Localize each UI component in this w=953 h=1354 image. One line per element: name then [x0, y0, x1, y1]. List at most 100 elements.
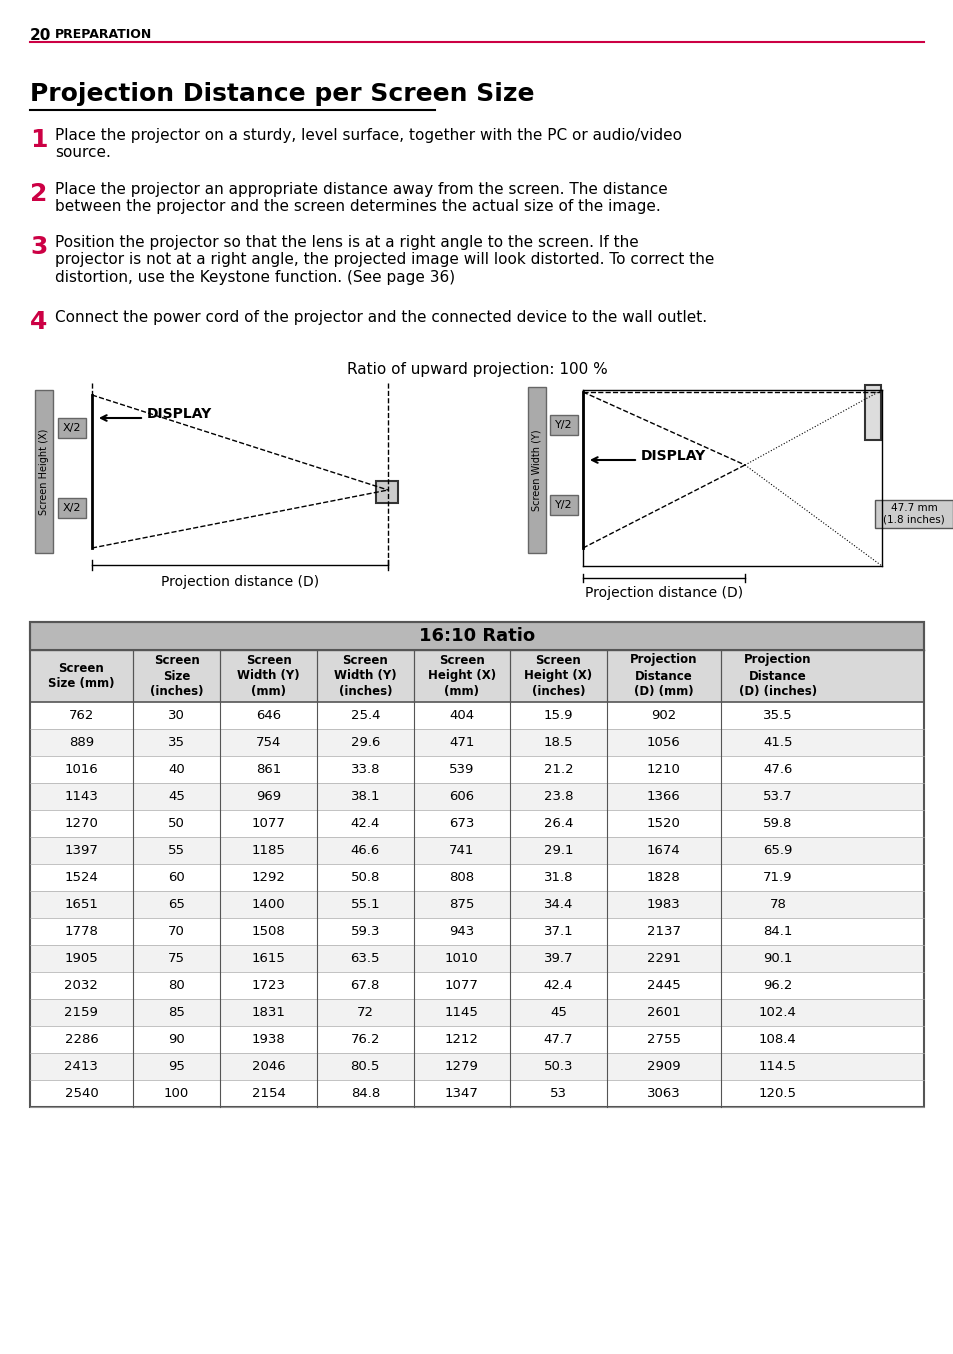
Text: 1143: 1143	[65, 789, 98, 803]
Text: 1508: 1508	[252, 925, 285, 938]
Text: 65: 65	[168, 898, 185, 911]
Text: Screen
Size (mm): Screen Size (mm)	[48, 662, 114, 691]
Text: 539: 539	[449, 764, 474, 776]
Text: 1077: 1077	[444, 979, 478, 992]
Text: 3063: 3063	[646, 1087, 680, 1099]
Text: 754: 754	[255, 737, 281, 749]
Text: 108.4: 108.4	[759, 1033, 796, 1047]
Bar	[550, 414, 578, 435]
Text: 673: 673	[449, 816, 474, 830]
Bar	[527, 387, 545, 552]
Bar	[30, 891, 923, 918]
Text: Projection
Distance
(D) (inches): Projection Distance (D) (inches)	[738, 654, 816, 699]
Bar	[30, 1026, 923, 1053]
Text: X/2: X/2	[63, 422, 81, 433]
Bar	[35, 390, 53, 552]
Bar	[30, 1080, 923, 1108]
Text: 40: 40	[168, 764, 185, 776]
Text: 23.8: 23.8	[543, 789, 573, 803]
Text: Place the projector on a sturdy, level surface, together with the PC or audio/vi: Place the projector on a sturdy, level s…	[55, 129, 681, 160]
Text: Position the projector so that the lens is at a right angle to the screen. If th: Position the projector so that the lens …	[55, 236, 714, 284]
Text: 29.1: 29.1	[543, 844, 573, 857]
Text: 1983: 1983	[646, 898, 680, 911]
Bar	[30, 999, 923, 1026]
Text: 31.8: 31.8	[543, 871, 573, 884]
Text: 2154: 2154	[252, 1087, 285, 1099]
Bar	[30, 945, 923, 972]
Text: Screen
Width (Y)
(mm): Screen Width (Y) (mm)	[237, 654, 299, 699]
Text: 45: 45	[168, 789, 185, 803]
Text: 1397: 1397	[65, 844, 98, 857]
Text: 16:10 Ratio: 16:10 Ratio	[418, 627, 535, 645]
Text: DISPLAY: DISPLAY	[147, 408, 212, 421]
Text: 95: 95	[168, 1060, 185, 1072]
Text: 84.8: 84.8	[351, 1087, 379, 1099]
Text: 26.4: 26.4	[543, 816, 573, 830]
Text: 63.5: 63.5	[350, 952, 379, 965]
Text: 84.1: 84.1	[762, 925, 792, 938]
Text: 1145: 1145	[444, 1006, 478, 1020]
Text: 4: 4	[30, 310, 48, 334]
Text: 875: 875	[449, 898, 474, 911]
Text: 2286: 2286	[65, 1033, 98, 1047]
Bar	[30, 621, 923, 650]
Text: 1778: 1778	[65, 925, 98, 938]
Text: 1938: 1938	[252, 1033, 285, 1047]
Text: 1279: 1279	[444, 1060, 478, 1072]
Text: 59.8: 59.8	[762, 816, 792, 830]
Text: 1270: 1270	[65, 816, 98, 830]
Text: 889: 889	[69, 737, 93, 749]
Bar	[375, 481, 397, 502]
Text: 29.6: 29.6	[350, 737, 379, 749]
Text: 902: 902	[651, 709, 676, 722]
Text: 67.8: 67.8	[350, 979, 379, 992]
Text: 59.3: 59.3	[350, 925, 379, 938]
Text: 78: 78	[768, 898, 785, 911]
Text: 1292: 1292	[252, 871, 285, 884]
Text: 1210: 1210	[646, 764, 680, 776]
Text: 20: 20	[30, 28, 51, 43]
Text: Place the projector an appropriate distance away from the screen. The distance
b: Place the projector an appropriate dista…	[55, 181, 667, 214]
Text: 2909: 2909	[646, 1060, 679, 1072]
Text: 1674: 1674	[646, 844, 680, 857]
Bar	[30, 621, 923, 1108]
Bar	[30, 810, 923, 837]
Text: 75: 75	[168, 952, 185, 965]
Text: 1212: 1212	[444, 1033, 478, 1047]
Text: 2601: 2601	[646, 1006, 680, 1020]
Text: 47.7 mm
(1.8 inches): 47.7 mm (1.8 inches)	[882, 504, 943, 525]
Bar	[30, 756, 923, 783]
Text: Screen
Height (X)
(inches): Screen Height (X) (inches)	[524, 654, 592, 699]
Text: 1831: 1831	[252, 1006, 285, 1020]
Text: 33.8: 33.8	[350, 764, 379, 776]
Text: 39.7: 39.7	[543, 952, 573, 965]
Text: 35.5: 35.5	[762, 709, 792, 722]
Text: 2413: 2413	[65, 1060, 98, 1072]
Text: Projection distance (D): Projection distance (D)	[584, 586, 742, 600]
Text: Projection distance (D): Projection distance (D)	[161, 575, 318, 589]
Text: 1347: 1347	[444, 1087, 478, 1099]
Text: Y/2: Y/2	[555, 500, 572, 510]
Text: X/2: X/2	[63, 502, 81, 513]
Text: 404: 404	[449, 709, 474, 722]
Text: Y/2: Y/2	[555, 420, 572, 431]
Text: 1077: 1077	[252, 816, 285, 830]
Text: 1723: 1723	[252, 979, 285, 992]
Bar	[30, 728, 923, 756]
Text: 1651: 1651	[65, 898, 98, 911]
Text: 1400: 1400	[252, 898, 285, 911]
Text: 47.7: 47.7	[543, 1033, 573, 1047]
Text: 3: 3	[30, 236, 48, 259]
Bar	[864, 385, 880, 440]
Text: PREPARATION: PREPARATION	[55, 28, 152, 41]
Bar	[30, 701, 923, 728]
Text: 606: 606	[449, 789, 474, 803]
Text: Screen
Width (Y)
(inches): Screen Width (Y) (inches)	[334, 654, 396, 699]
Text: 60: 60	[168, 871, 185, 884]
Text: 80.5: 80.5	[350, 1060, 379, 1072]
Bar	[30, 864, 923, 891]
Bar	[58, 418, 86, 437]
Bar	[30, 650, 923, 701]
Text: 102.4: 102.4	[758, 1006, 796, 1020]
Text: Screen
Height (X)
(mm): Screen Height (X) (mm)	[427, 654, 496, 699]
